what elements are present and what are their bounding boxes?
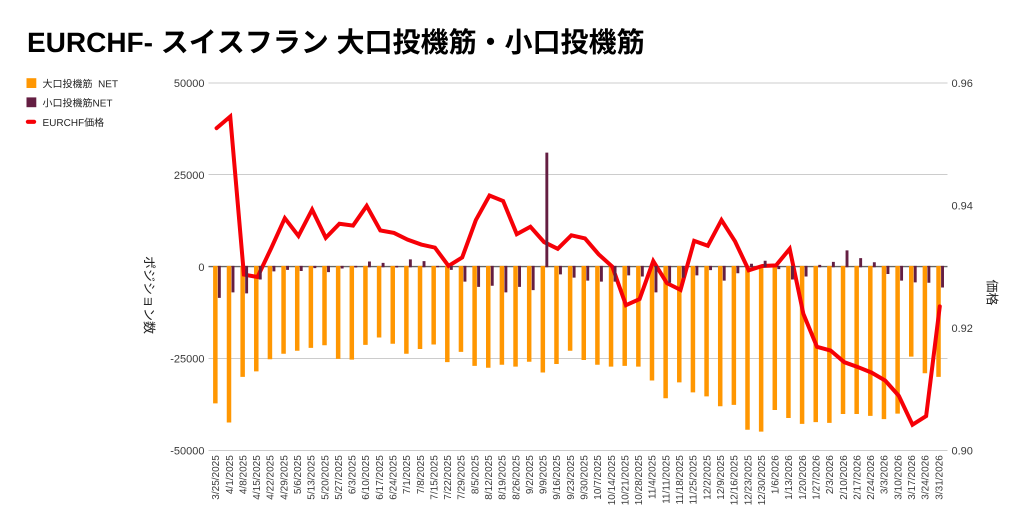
svg-text:11/4/2025: 11/4/2025 — [648, 455, 659, 499]
svg-text:3/10/2026: 3/10/2026 — [893, 455, 904, 500]
svg-text:4/22/2025: 4/22/2025 — [266, 455, 277, 500]
svg-text:7/15/2025: 7/15/2025 — [429, 455, 440, 500]
svg-text:0.90: 0.90 — [952, 446, 973, 458]
svg-text:12/2/2025: 12/2/2025 — [702, 455, 713, 500]
svg-text:6/3/2025: 6/3/2025 — [348, 455, 359, 494]
svg-text:8/12/2025: 8/12/2025 — [484, 455, 495, 500]
svg-text:2/3/2026: 2/3/2026 — [825, 455, 836, 494]
svg-text:6/17/2025: 6/17/2025 — [375, 455, 386, 500]
svg-text:4/15/2025: 4/15/2025 — [252, 455, 263, 500]
svg-text:8/5/2025: 8/5/2025 — [470, 455, 481, 494]
svg-text:0.92: 0.92 — [952, 323, 973, 335]
svg-text:3/3/2026: 3/3/2026 — [880, 455, 891, 494]
svg-text:-25000: -25000 — [170, 354, 204, 366]
svg-text:1/13/2026: 1/13/2026 — [784, 455, 795, 500]
svg-text:5/27/2025: 5/27/2025 — [334, 455, 345, 500]
svg-text:11/18/2025: 11/18/2025 — [675, 455, 686, 505]
svg-text:9/16/2025: 9/16/2025 — [552, 455, 563, 500]
svg-text:3/31/2026: 3/31/2026 — [934, 455, 945, 500]
svg-text:3/24/2026: 3/24/2026 — [921, 455, 932, 500]
svg-text:4/29/2025: 4/29/2025 — [279, 455, 290, 500]
svg-text:1/27/2026: 1/27/2026 — [811, 455, 822, 500]
svg-text:0.96: 0.96 — [952, 78, 973, 90]
svg-text:7/22/2025: 7/22/2025 — [443, 455, 454, 500]
svg-text:7/8/2025: 7/8/2025 — [416, 455, 427, 494]
svg-text:6/24/2025: 6/24/2025 — [388, 455, 399, 500]
svg-text:9/23/2025: 9/23/2025 — [566, 455, 577, 500]
svg-text:10/14/2025: 10/14/2025 — [607, 455, 618, 505]
svg-text:1/6/2026: 1/6/2026 — [771, 455, 782, 494]
svg-text:11/25/2025: 11/25/2025 — [689, 455, 700, 505]
svg-text:7/29/2025: 7/29/2025 — [457, 455, 468, 500]
svg-text:5/6/2025: 5/6/2025 — [293, 455, 304, 494]
svg-text:0.94: 0.94 — [952, 201, 973, 213]
svg-text:25000: 25000 — [174, 170, 205, 182]
svg-text:3/25/2025: 3/25/2025 — [211, 455, 222, 500]
svg-text:5/13/2025: 5/13/2025 — [307, 455, 318, 500]
svg-text:2/10/2026: 2/10/2026 — [839, 455, 850, 500]
svg-text:1/20/2026: 1/20/2026 — [798, 455, 809, 500]
svg-text:4/1/2025: 4/1/2025 — [225, 455, 236, 494]
svg-text:12/16/2025: 12/16/2025 — [730, 455, 741, 505]
svg-text:9/30/2025: 9/30/2025 — [580, 455, 591, 500]
svg-text:9/9/2025: 9/9/2025 — [539, 455, 550, 494]
svg-text:12/23/2025: 12/23/2025 — [743, 455, 754, 505]
svg-text:-50000: -50000 — [170, 446, 204, 458]
svg-text:8/26/2025: 8/26/2025 — [511, 455, 522, 500]
svg-text:2/24/2026: 2/24/2026 — [866, 455, 877, 500]
svg-text:50000: 50000 — [174, 78, 205, 90]
svg-text:11/11/2025: 11/11/2025 — [661, 455, 672, 504]
svg-text:8/19/2025: 8/19/2025 — [498, 455, 509, 500]
svg-text:7/1/2025: 7/1/2025 — [402, 455, 413, 494]
svg-text:10/28/2025: 10/28/2025 — [634, 455, 645, 505]
svg-text:3/17/2026: 3/17/2026 — [907, 455, 918, 500]
svg-text:9/2/2025: 9/2/2025 — [525, 455, 536, 494]
svg-text:2/17/2026: 2/17/2026 — [852, 455, 863, 500]
svg-text:0: 0 — [198, 262, 204, 274]
svg-text:5/20/2025: 5/20/2025 — [320, 455, 331, 500]
svg-text:12/9/2025: 12/9/2025 — [716, 455, 727, 500]
svg-text:6/10/2025: 6/10/2025 — [361, 455, 372, 500]
svg-text:10/7/2025: 10/7/2025 — [593, 455, 604, 500]
svg-text:10/21/2025: 10/21/2025 — [620, 455, 631, 505]
svg-text:4/8/2025: 4/8/2025 — [238, 455, 249, 494]
svg-text:12/30/2025: 12/30/2025 — [757, 455, 768, 505]
